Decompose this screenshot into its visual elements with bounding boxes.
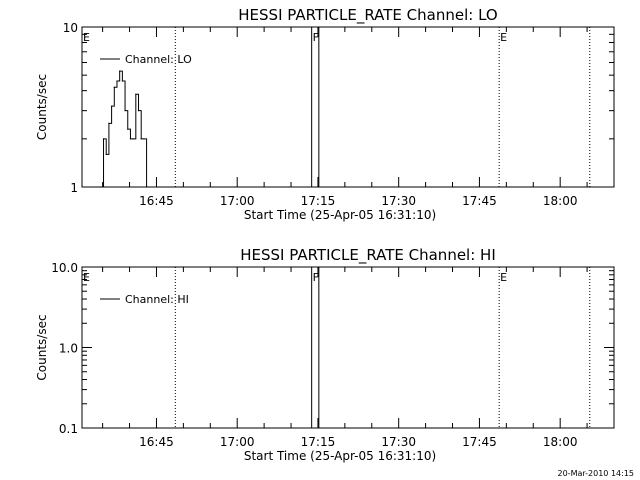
series-line bbox=[100, 70, 148, 188]
y-tick-label: 10.0 bbox=[51, 261, 78, 275]
x-tick-label: 17:30 bbox=[381, 435, 416, 449]
data-point bbox=[100, 186, 102, 188]
data-point bbox=[140, 138, 142, 140]
x-tick-label: 17:00 bbox=[220, 435, 255, 449]
data-point bbox=[127, 128, 129, 130]
data-point bbox=[108, 122, 110, 124]
x-axis-label: Start Time (25-Apr-05 16:31:10) bbox=[244, 449, 436, 463]
event-marker-label: F bbox=[313, 271, 319, 284]
event-marker-label: E bbox=[500, 271, 507, 284]
data-point bbox=[135, 93, 137, 95]
y-tick-label: 0.1 bbox=[59, 422, 78, 436]
data-point bbox=[102, 138, 105, 140]
x-tick-label: 16:45 bbox=[139, 194, 174, 208]
x-tick-label: 17:45 bbox=[462, 435, 497, 449]
y-axis-label: Counts/sec bbox=[35, 314, 49, 380]
data-point bbox=[124, 110, 126, 112]
legend-label: Channel: LO bbox=[125, 53, 192, 66]
x-tick-label: 17:00 bbox=[220, 194, 255, 208]
data-point bbox=[111, 105, 113, 107]
data-point bbox=[121, 80, 123, 82]
data-point bbox=[145, 186, 148, 188]
event-marker-label: E bbox=[83, 31, 90, 44]
y-tick-label: 1 bbox=[70, 181, 78, 195]
legend-label: Channel: HI bbox=[125, 293, 189, 306]
y-tick-label: 10 bbox=[63, 21, 78, 35]
data-point bbox=[129, 138, 132, 140]
plot-frame bbox=[81, 266, 615, 429]
x-axis-label: Start Time (25-Apr-05 16:31:10) bbox=[244, 208, 436, 222]
plot-frame bbox=[81, 26, 615, 188]
timestamp-footer: 20-Mar-2010 14:15 bbox=[557, 469, 635, 478]
x-tick-label: 16:45 bbox=[139, 435, 174, 449]
data-point bbox=[105, 153, 107, 155]
data-point bbox=[113, 86, 115, 88]
x-tick-label: 17:45 bbox=[462, 194, 497, 208]
y-axis-label: Counts/sec bbox=[35, 74, 49, 140]
x-tick-label: 17:15 bbox=[301, 194, 336, 208]
data-point bbox=[137, 110, 140, 112]
event-marker-label: F bbox=[313, 31, 319, 44]
data-point bbox=[143, 138, 145, 140]
x-tick-label: 18:00 bbox=[543, 194, 578, 208]
chart-title: HESSI PARTICLE_RATE Channel: LO bbox=[238, 6, 497, 25]
data-point bbox=[116, 80, 118, 82]
data-point bbox=[132, 138, 134, 140]
data-point bbox=[119, 70, 121, 72]
x-tick-label: 17:15 bbox=[301, 435, 336, 449]
event-marker-label: E bbox=[500, 31, 507, 44]
x-tick-label: 17:30 bbox=[381, 194, 416, 208]
event-marker-label: E bbox=[83, 271, 90, 284]
chart-title: HESSI PARTICLE_RATE Channel: HI bbox=[240, 246, 496, 265]
x-tick-label: 18:00 bbox=[543, 435, 578, 449]
y-tick-label: 1.0 bbox=[59, 342, 78, 356]
